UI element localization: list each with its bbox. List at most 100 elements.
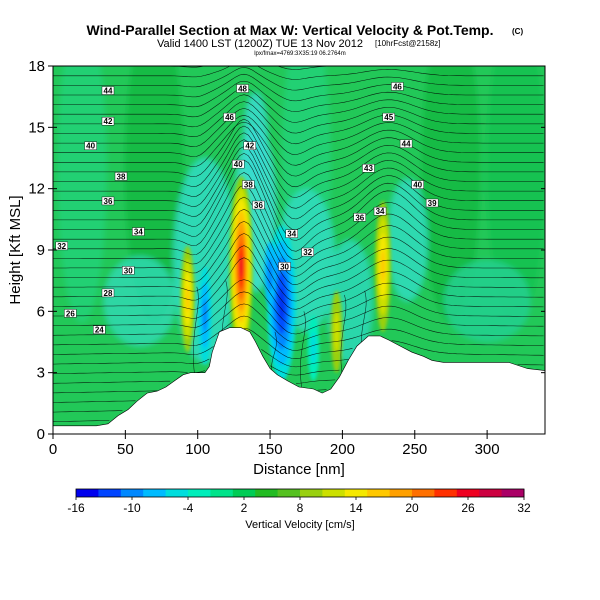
colorbar-swatch (277, 489, 301, 497)
svg-text:34: 34 (134, 228, 143, 237)
x-tick-label: 50 (117, 441, 134, 458)
theta-contour (53, 379, 336, 384)
theta-contour (53, 400, 136, 403)
theta-contour (53, 279, 544, 327)
theta-label: 24 (93, 325, 106, 335)
y-axis: 0 36 9 12 15 18 (28, 58, 545, 443)
theta-contour (53, 327, 544, 359)
theta-contour (53, 146, 544, 231)
chart-title-block: Wind-Parallel Section at Max W: Vertical… (86, 22, 523, 57)
svg-text:42: 42 (245, 142, 254, 151)
colorbar-tick-label: 2 (241, 501, 248, 515)
theta-label: 30 (278, 262, 291, 271)
y-tick-label: 9 (37, 242, 45, 259)
theta-contour (53, 118, 544, 188)
theta-contour (53, 291, 544, 335)
y-tick-label: 15 (28, 119, 45, 136)
x-tick-label: 200 (330, 441, 355, 458)
theta-label: 34 (285, 229, 298, 239)
theta-label: 36 (353, 213, 366, 222)
theta-contour (53, 245, 544, 310)
theta-contour (53, 132, 544, 209)
svg-text:40: 40 (413, 181, 422, 190)
colorbar-swatch (456, 489, 480, 497)
theta-label: 28 (101, 288, 115, 298)
colorbar-tick-label: -10 (123, 501, 141, 515)
theta-label: 38 (242, 180, 255, 190)
colorbar-swatch (143, 489, 167, 497)
theta-contour (53, 208, 544, 285)
theta-contour (53, 410, 123, 413)
theta-label: 40 (411, 180, 424, 190)
theta-label: 36 (252, 200, 265, 210)
colorbar-swatch (300, 489, 323, 497)
colorbar-swatch (344, 489, 368, 497)
y-tick-label: 0 (37, 426, 45, 443)
svg-text:24: 24 (95, 326, 104, 335)
theta-label: 39 (425, 198, 439, 208)
theta-contour (53, 257, 544, 318)
theta-label: 42 (243, 141, 257, 151)
theta-contour (53, 73, 544, 102)
colorbar-swatch (232, 489, 256, 497)
theta-label: 48 (236, 84, 249, 93)
theta-contour (53, 66, 544, 80)
theta-label: 32 (301, 247, 314, 257)
y-tick-label: 6 (37, 303, 45, 320)
chart-title: Wind-Parallel Section at Max W: Vertical… (86, 22, 493, 38)
svg-text:46: 46 (393, 82, 402, 91)
colorbar-swatch (120, 489, 144, 497)
theta-label: 30 (122, 266, 135, 275)
colorbar-swatch (412, 489, 435, 497)
theta-contour (53, 152, 544, 241)
theta-contour (53, 108, 544, 155)
colorbar-swatch (188, 489, 211, 497)
svg-text:43: 43 (364, 164, 373, 173)
colorbar-tick-label: 20 (405, 501, 419, 515)
svg-text:36: 36 (355, 213, 364, 222)
x-tick-label: 100 (185, 441, 210, 458)
theta-label: 46 (391, 82, 404, 91)
svg-text:45: 45 (384, 113, 393, 122)
x-tick-label: 300 (475, 441, 500, 458)
colorbar-swatch (98, 489, 122, 497)
theta-contour (53, 389, 327, 394)
colorbar-swatch (165, 489, 189, 497)
chart-title-mark: (C) (512, 27, 523, 36)
theta-label: 34 (373, 206, 387, 216)
theta-contour (53, 172, 544, 260)
theta-contour (53, 80, 544, 112)
theta-label: 44 (101, 86, 115, 96)
colorbar-swatch (501, 489, 525, 497)
y-axis-label: Height [Kft MSL] (7, 195, 24, 304)
theta-contour (53, 303, 544, 343)
svg-text:44: 44 (104, 87, 113, 96)
colorbar-swatch (434, 489, 458, 497)
theta-label: 42 (101, 116, 115, 126)
x-tick-label: 0 (49, 441, 57, 458)
svg-text:34: 34 (287, 230, 296, 239)
theta-contours (53, 66, 544, 422)
colorbar-swatch (210, 489, 234, 497)
svg-text:28: 28 (104, 289, 113, 298)
colorbar-tick-label: 26 (461, 501, 475, 515)
svg-text:36: 36 (254, 201, 263, 210)
colorbar-swatch (322, 489, 346, 497)
theta-contour (53, 121, 544, 177)
y-tick-label: 12 (28, 181, 45, 198)
svg-text:42: 42 (104, 117, 113, 126)
theta-contour (53, 349, 544, 368)
theta-label: 40 (84, 141, 97, 151)
theta-contour (53, 184, 544, 269)
x-tick-label: 150 (258, 441, 283, 458)
x-axis: 0 50 100 150 200 250 300 (49, 430, 500, 458)
y-tick-label: 18 (28, 58, 45, 75)
colorbar-swatch (389, 489, 413, 497)
chart-subtitle-small: [10hrFcst@2158z] (375, 39, 440, 48)
plot-area: 4442403836343230282624484642403836343230… (53, 66, 545, 434)
chart-subtitle: Valid 1400 LST (1200Z) TUE 13 Nov 2012 (157, 38, 363, 50)
theta-label: 38 (114, 172, 128, 181)
theta-label: 45 (382, 112, 395, 122)
theta-contour (53, 233, 544, 302)
theta-contour (53, 115, 544, 166)
